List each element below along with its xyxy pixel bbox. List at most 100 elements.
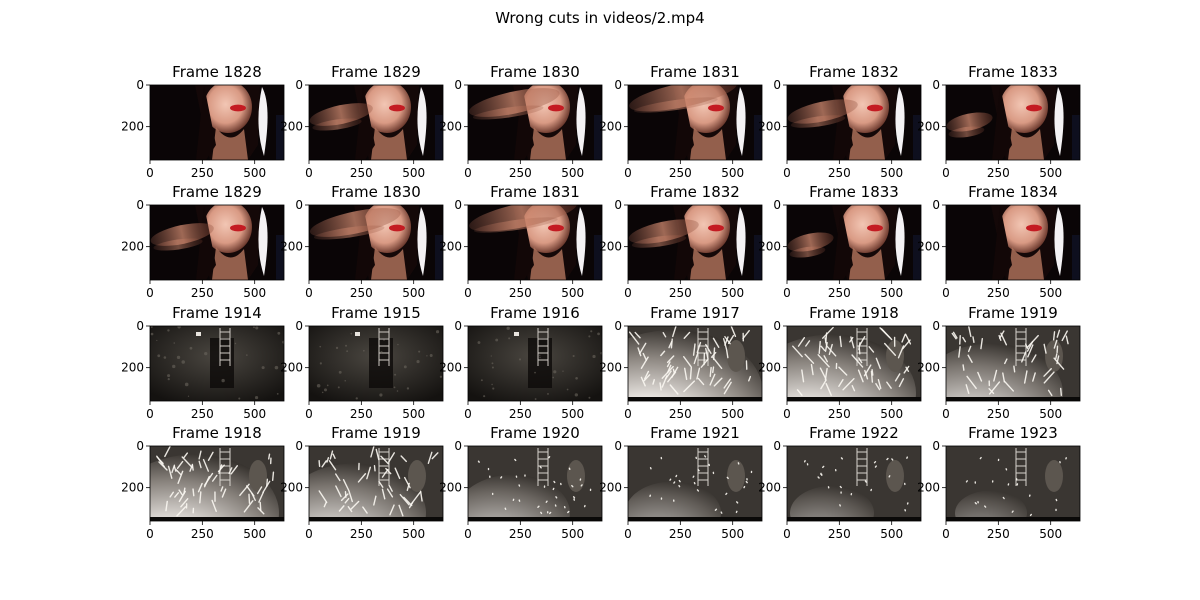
frame-image xyxy=(946,85,1080,160)
frame-title: Frame 1833 xyxy=(809,183,899,201)
axes-frame xyxy=(308,84,444,161)
x-tick-label: 0 xyxy=(783,286,791,300)
frame-image xyxy=(946,446,1080,521)
y-tick-label: 200 xyxy=(121,361,144,375)
y-tick-label: 0 xyxy=(773,78,781,92)
x-tick-label: 0 xyxy=(146,407,154,421)
frame-image xyxy=(309,446,443,521)
y-tick-label: 0 xyxy=(136,319,144,333)
x-tick-label: 250 xyxy=(191,407,214,421)
frame-image xyxy=(787,326,921,401)
frame-image xyxy=(628,85,762,160)
frame-title: Frame 1920 xyxy=(490,424,580,442)
y-tick-label: 200 xyxy=(917,240,940,254)
x-tick-label: 0 xyxy=(624,166,632,180)
frame-title: Frame 1919 xyxy=(331,424,421,442)
x-tick-label: 250 xyxy=(828,527,851,541)
x-tick-label: 500 xyxy=(243,166,266,180)
x-tick-label: 500 xyxy=(243,286,266,300)
y-tick-label: 200 xyxy=(917,481,940,495)
x-tick-label: 0 xyxy=(783,527,791,541)
y-tick-label: 0 xyxy=(454,319,462,333)
y-tick-label: 0 xyxy=(295,319,303,333)
x-tick-label: 0 xyxy=(942,527,950,541)
x-tick-label: 500 xyxy=(880,166,903,180)
axes-frame xyxy=(945,84,1081,161)
frame-title: Frame 1828 xyxy=(172,63,262,81)
x-tick-label: 250 xyxy=(669,407,692,421)
frame-title: Frame 1830 xyxy=(331,183,421,201)
y-tick-label: 0 xyxy=(136,198,144,212)
frame-image xyxy=(150,205,284,280)
frame-image xyxy=(309,205,443,280)
frame-image xyxy=(946,326,1080,401)
x-tick-label: 0 xyxy=(305,407,313,421)
x-tick-label: 250 xyxy=(669,527,692,541)
x-tick-label: 250 xyxy=(669,286,692,300)
x-tick-label: 250 xyxy=(828,407,851,421)
frame-panel: Frame 1833 0 250 500 0 200 xyxy=(917,63,1081,180)
axes-frame xyxy=(627,204,763,281)
x-tick-label: 250 xyxy=(350,286,373,300)
y-tick-label: 0 xyxy=(136,439,144,453)
axes-frame xyxy=(786,445,922,522)
x-tick-label: 500 xyxy=(402,407,425,421)
x-tick-label: 500 xyxy=(721,407,744,421)
x-tick-label: 0 xyxy=(305,527,313,541)
x-tick-label: 500 xyxy=(880,527,903,541)
frame-title: Frame 1923 xyxy=(968,424,1058,442)
frame-image xyxy=(468,446,602,521)
y-tick-label: 200 xyxy=(917,120,940,134)
x-tick-label: 0 xyxy=(464,407,472,421)
frame-panel: Frame 1918 0 250 500 0 200 xyxy=(758,304,922,421)
x-tick-label: 500 xyxy=(561,286,584,300)
axes-frame xyxy=(786,204,922,281)
axes-frame xyxy=(627,84,763,161)
x-tick-label: 250 xyxy=(509,527,532,541)
frame-panel: Frame 1923 0 250 500 0 200 xyxy=(917,424,1081,541)
axes-frame xyxy=(467,325,603,402)
frame-title: Frame 1922 xyxy=(809,424,899,442)
axes-frame xyxy=(149,84,285,161)
axes-frame xyxy=(308,445,444,522)
frame-title: Frame 1915 xyxy=(331,304,421,322)
frame-panel: Frame 1830 0 250 500 0 200 xyxy=(280,183,444,300)
x-tick-label: 250 xyxy=(509,166,532,180)
frame-title: Frame 1834 xyxy=(968,183,1058,201)
frame-title: Frame 1830 xyxy=(490,63,580,81)
x-tick-label: 500 xyxy=(402,166,425,180)
x-tick-label: 0 xyxy=(464,527,472,541)
frame-image xyxy=(787,446,921,521)
y-tick-label: 0 xyxy=(295,78,303,92)
frame-panel: Frame 1914 0 250 500 0 200 xyxy=(121,304,285,421)
axes-frame xyxy=(945,204,1081,281)
axes-frame xyxy=(627,445,763,522)
frame-title: Frame 1917 xyxy=(650,304,740,322)
x-tick-label: 500 xyxy=(721,166,744,180)
frame-image xyxy=(150,326,284,401)
frame-image xyxy=(150,85,284,160)
x-tick-label: 500 xyxy=(561,407,584,421)
y-tick-label: 200 xyxy=(439,120,462,134)
y-tick-label: 200 xyxy=(599,361,622,375)
x-tick-label: 0 xyxy=(305,286,313,300)
frame-panel: Frame 1830 0 250 500 0 200 xyxy=(439,63,603,180)
x-tick-label: 500 xyxy=(1039,527,1062,541)
x-tick-label: 500 xyxy=(402,527,425,541)
x-tick-label: 0 xyxy=(624,527,632,541)
y-tick-label: 200 xyxy=(121,481,144,495)
frame-image xyxy=(946,205,1080,280)
y-tick-label: 0 xyxy=(932,319,940,333)
y-tick-label: 200 xyxy=(121,120,144,134)
x-tick-label: 0 xyxy=(146,286,154,300)
frame-panel: Frame 1919 0 250 500 0 200 xyxy=(280,424,444,541)
y-tick-label: 200 xyxy=(439,240,462,254)
y-tick-label: 0 xyxy=(773,319,781,333)
x-tick-label: 250 xyxy=(350,407,373,421)
frame-title: Frame 1914 xyxy=(172,304,262,322)
x-tick-label: 500 xyxy=(1039,286,1062,300)
x-tick-label: 0 xyxy=(146,166,154,180)
frame-image xyxy=(468,326,602,401)
frame-title: Frame 1832 xyxy=(650,183,740,201)
